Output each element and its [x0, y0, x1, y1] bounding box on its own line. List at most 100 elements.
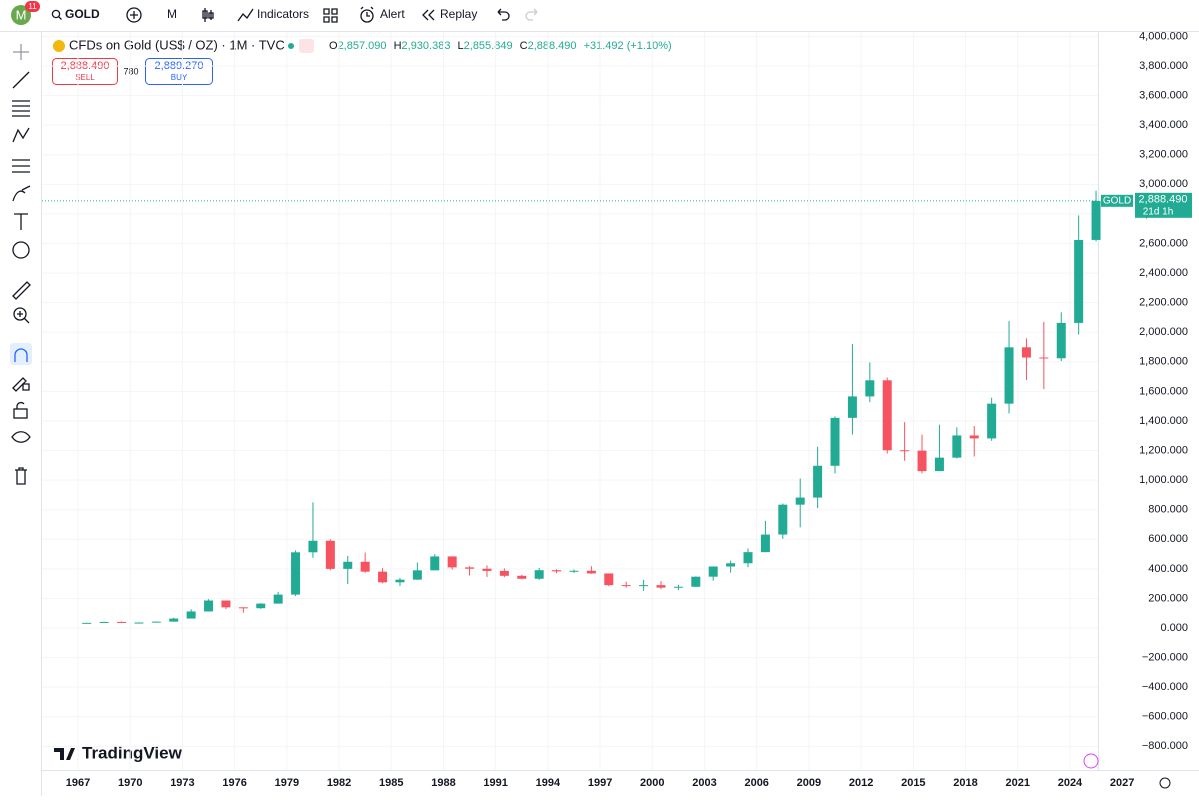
- pattern-tool[interactable]: [12, 127, 30, 143]
- y-tick-label: 3,200.000: [1139, 149, 1188, 161]
- ohlc-value: 2,930.383: [402, 40, 451, 52]
- ohlc: O2,857.090 H2,930.383 L2,855.849 C2,888.…: [329, 40, 672, 52]
- alert[interactable]: Alert: [380, 7, 405, 21]
- x-tick-label: 2021: [1006, 777, 1030, 789]
- buy-button[interactable]: [145, 58, 213, 85]
- x-tick-label: 1979: [275, 777, 299, 789]
- logo-mark: [54, 748, 75, 760]
- crosshair-tool[interactable]: [13, 44, 29, 60]
- y-tick-label: 600.000: [1148, 533, 1188, 545]
- search-icon[interactable]: [51, 9, 61, 19]
- brush-tool[interactable]: [12, 185, 31, 202]
- candle-body: [82, 622, 92, 624]
- candle-body: [447, 556, 457, 568]
- logo: TradingView: [82, 743, 183, 762]
- candle-body: [900, 450, 910, 452]
- projection-tool[interactable]: [12, 159, 30, 173]
- zoom-tool[interactable]: [13, 307, 27, 321]
- lock-tool[interactable]: [13, 408, 28, 419]
- candle-body: [465, 567, 475, 569]
- undo[interactable]: [497, 8, 510, 21]
- candle-body: [604, 573, 614, 586]
- badge-count: 11: [28, 2, 37, 11]
- candle-body: [273, 594, 283, 604]
- ohlc-value: 2,857.090: [338, 40, 387, 52]
- sell-button[interactable]: [52, 58, 118, 85]
- interval[interactable]: M: [167, 7, 177, 21]
- x-tick-label: 1985: [379, 777, 403, 789]
- icon-tool[interactable]: [12, 241, 30, 259]
- candle-body: [1056, 322, 1066, 359]
- x-tick-label: 1994: [536, 777, 561, 789]
- y-tick-label: 1,400.000: [1139, 415, 1188, 427]
- ohlc-key: C: [520, 40, 528, 52]
- x-tick-label: 2012: [849, 777, 873, 789]
- search-icon: [58, 16, 62, 20]
- candle-body: [1004, 347, 1014, 404]
- add-symbol[interactable]: [126, 7, 142, 23]
- candle-body: [291, 552, 301, 595]
- candle-body: [117, 621, 127, 623]
- candle-body: [795, 497, 805, 505]
- candle-body: [238, 607, 248, 609]
- data-status: [299, 39, 314, 53]
- text-tool[interactable]: [14, 213, 28, 230]
- y-tick-label: 3,800.000: [1139, 60, 1188, 72]
- y-tick-label: 1,000.000: [1139, 474, 1188, 486]
- delete-tool[interactable]: [15, 467, 27, 485]
- ohlc-key: H: [394, 40, 402, 52]
- replay-icon[interactable]: [422, 9, 435, 21]
- sell-label: SELL: [75, 73, 95, 82]
- fib-tool[interactable]: [12, 100, 30, 117]
- candle-body: [378, 571, 388, 583]
- candle-body: [395, 579, 405, 583]
- layouts[interactable]: [323, 8, 338, 23]
- candle-body: [343, 561, 353, 569]
- x-tick-label: 2024: [1058, 777, 1083, 789]
- flash-icon[interactable]: [1083, 753, 1099, 769]
- replay[interactable]: Replay: [440, 7, 477, 21]
- candle-body: [1074, 239, 1084, 323]
- settings-icon[interactable]: [1159, 777, 1171, 789]
- hide-tool[interactable]: [11, 431, 31, 443]
- measure-tool[interactable]: [12, 281, 31, 300]
- ohlc-key: L: [458, 40, 464, 52]
- symbol[interactable]: GOLD: [65, 7, 100, 21]
- alert-icon[interactable]: [360, 9, 374, 23]
- candle-body: [517, 575, 527, 579]
- x-tick-label: 1997: [588, 777, 612, 789]
- candle-body: [204, 600, 214, 612]
- lock-drawings[interactable]: [12, 377, 30, 392]
- x-tick-label: 2000: [640, 777, 664, 789]
- magnet-active[interactable]: [10, 343, 32, 365]
- candle-body: [708, 566, 718, 577]
- y-tick-label: 1,800.000: [1139, 356, 1188, 368]
- candle-body: [934, 457, 944, 472]
- candle-body: [969, 435, 979, 439]
- x-tick-label: 2003: [692, 777, 716, 789]
- indicators[interactable]: Indicators: [257, 7, 309, 21]
- candle-body: [308, 540, 318, 553]
- buy-label: BUY: [171, 73, 188, 82]
- avatar-letter: M: [16, 7, 27, 22]
- plot: −800.000 −600.000 −400.000 −200.000 0.000 200…: [42, 30, 1192, 789]
- candle-body: [778, 504, 788, 535]
- x-tick-label: 2018: [953, 777, 977, 789]
- candle-body: [639, 585, 649, 587]
- avatar[interactable]: [11, 5, 31, 25]
- redo[interactable]: [525, 8, 538, 21]
- symbol-tag: [1101, 194, 1133, 207]
- candle-body: [726, 563, 736, 567]
- y-tick-label: 0.000: [1160, 622, 1188, 634]
- candle-body: [743, 552, 753, 564]
- lock-tool: [16, 401, 25, 409]
- chart-type[interactable]: [202, 8, 214, 22]
- candle-body: [586, 570, 596, 574]
- x-tick-label: 1976: [222, 777, 246, 789]
- trend-line-tool[interactable]: [12, 71, 30, 89]
- price-tag: [1135, 192, 1192, 218]
- y-tick-label: 2,000.000: [1139, 326, 1188, 338]
- indicators-icon[interactable]: [237, 8, 254, 22]
